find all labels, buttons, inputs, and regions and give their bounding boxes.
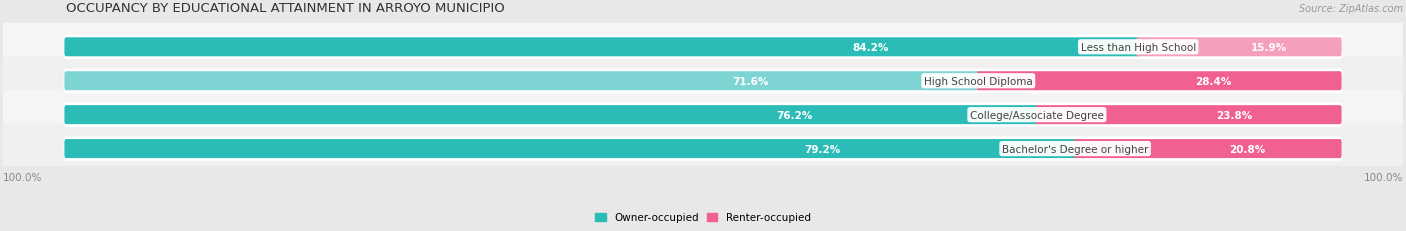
Text: 15.9%: 15.9% [1251, 43, 1288, 53]
Text: 100.0%: 100.0% [3, 173, 42, 182]
FancyBboxPatch shape [63, 137, 1343, 161]
FancyBboxPatch shape [63, 103, 1343, 127]
FancyBboxPatch shape [0, 57, 1406, 105]
Text: College/Associate Degree: College/Associate Degree [970, 110, 1104, 120]
FancyBboxPatch shape [63, 35, 1343, 60]
FancyBboxPatch shape [65, 72, 980, 91]
FancyBboxPatch shape [1074, 140, 1341, 158]
Text: 76.2%: 76.2% [776, 110, 813, 120]
Text: Bachelor's Degree or higher: Bachelor's Degree or higher [1002, 144, 1149, 154]
Text: Less than High School: Less than High School [1081, 43, 1197, 53]
FancyBboxPatch shape [0, 24, 1406, 72]
Text: High School Diploma: High School Diploma [924, 76, 1032, 86]
FancyBboxPatch shape [63, 69, 1343, 94]
FancyBboxPatch shape [1035, 106, 1341, 125]
Text: 28.4%: 28.4% [1195, 76, 1232, 86]
FancyBboxPatch shape [0, 125, 1406, 173]
Text: 20.8%: 20.8% [1229, 144, 1265, 154]
Text: 100.0%: 100.0% [1364, 173, 1403, 182]
FancyBboxPatch shape [1136, 38, 1341, 57]
FancyBboxPatch shape [65, 106, 1038, 125]
FancyBboxPatch shape [0, 91, 1406, 139]
Text: 79.2%: 79.2% [804, 144, 841, 154]
Legend: Owner-occupied, Renter-occupied: Owner-occupied, Renter-occupied [595, 212, 811, 222]
Text: 23.8%: 23.8% [1216, 110, 1253, 120]
Text: Source: ZipAtlas.com: Source: ZipAtlas.com [1299, 4, 1403, 14]
FancyBboxPatch shape [65, 140, 1077, 158]
Text: OCCUPANCY BY EDUCATIONAL ATTAINMENT IN ARROYO MUNICIPIO: OCCUPANCY BY EDUCATIONAL ATTAINMENT IN A… [66, 2, 505, 15]
Text: 71.6%: 71.6% [733, 76, 768, 86]
Text: 84.2%: 84.2% [852, 43, 889, 53]
FancyBboxPatch shape [977, 72, 1341, 91]
FancyBboxPatch shape [65, 38, 1140, 57]
